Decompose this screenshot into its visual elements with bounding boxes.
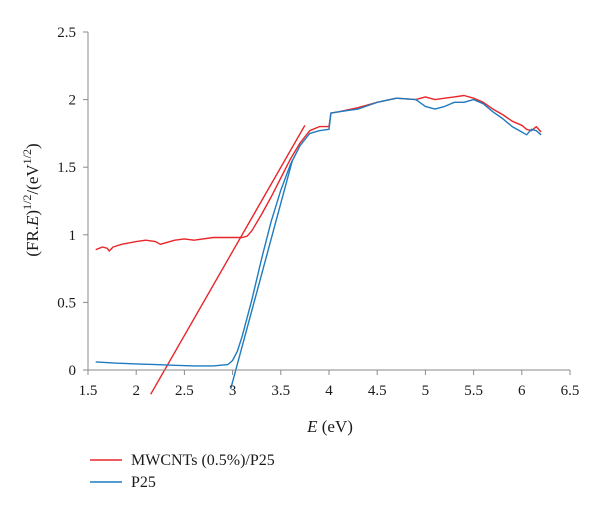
x-tick-label: 3.5 (271, 383, 290, 399)
x-tick-label: 4 (325, 383, 333, 399)
axes: 1.5 2 2.5 3 3.5 4 4.5 5 5.5 6 6.5 0 0.5 1 1.5 2 2.5 (57, 25, 579, 399)
x-tick-label: 4.5 (368, 383, 387, 399)
x-tick-label: 2 (132, 383, 140, 399)
legend-label-p25: P25 (131, 474, 156, 491)
x-tick-label: 6 (518, 383, 526, 399)
x-tick-label: 5 (422, 383, 430, 399)
legend: MWCNTs (0.5%)/P25 P25 (90, 452, 275, 491)
y-tick-label: 0.5 (57, 295, 76, 311)
plot-area (95, 94, 542, 395)
series-line-p25 (95, 97, 542, 367)
x-tick-label: 6.5 (561, 383, 580, 399)
tangent-line-1 (150, 124, 306, 395)
y-axis-label: (FR.E)1/2/(eV1/2) (20, 143, 42, 256)
x-tick-label: 5.5 (464, 383, 483, 399)
y-tick-label: 2.5 (57, 25, 76, 41)
series-line-mwcnts (95, 94, 542, 252)
x-tick-label: 1.5 (79, 383, 98, 399)
x-axis-label: E (eV) (306, 417, 353, 436)
x-tick-label: 3 (229, 383, 237, 399)
y-tick-label: 2 (69, 93, 77, 109)
y-tick-label: 1.5 (57, 160, 76, 176)
legend-label-mwcnts: MWCNTs (0.5%)/P25 (131, 452, 275, 469)
y-tick-label: 0 (69, 363, 77, 379)
x-tick-label: 2.5 (175, 383, 194, 399)
y-tick-label: 1 (69, 228, 77, 244)
tangent-line-2 (229, 160, 294, 390)
